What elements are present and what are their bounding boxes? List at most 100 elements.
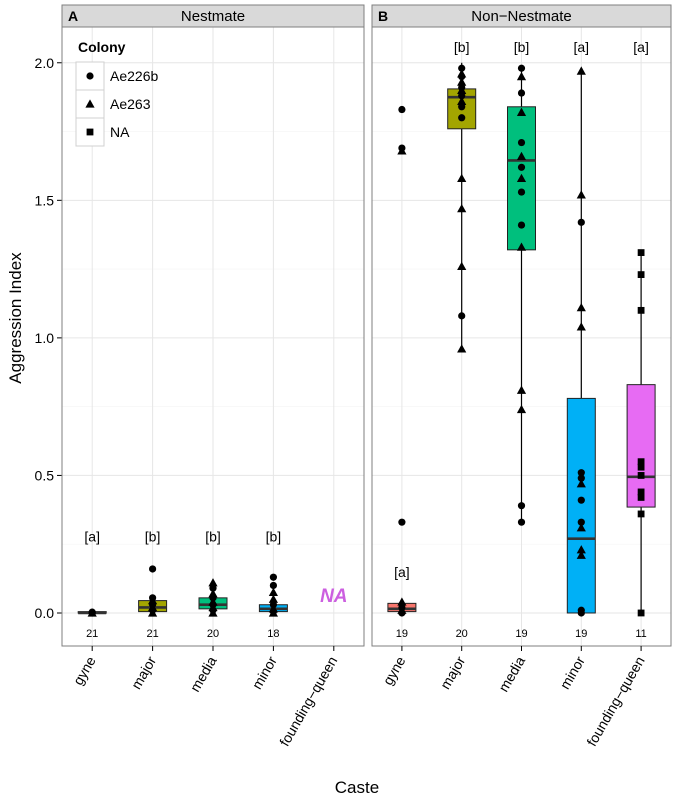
- data-point-circle: [458, 103, 466, 111]
- sample-count: 20: [456, 628, 468, 640]
- x-tick-label: media: [495, 653, 528, 694]
- panel-title: Nestmate: [181, 8, 245, 25]
- data-point-circle: [517, 64, 526, 72]
- data-point-triangle: [457, 96, 467, 105]
- data-point-triangle: [516, 173, 527, 182]
- box-body: [566, 397, 596, 614]
- significance-label: [b]: [145, 528, 161, 544]
- data-point-circle: [88, 608, 96, 616]
- data-point-square: [637, 306, 645, 314]
- data-point-circle: [398, 609, 406, 617]
- data-point-triangle: [576, 550, 586, 559]
- data-point-triangle: [576, 66, 586, 75]
- data-point-square: [637, 510, 645, 518]
- data-point-circle: [517, 138, 526, 147]
- sample-count: 20: [207, 628, 219, 640]
- data-point-square: [637, 494, 645, 501]
- data-point-triangle: [208, 578, 218, 587]
- box-gyne: [387, 105, 417, 617]
- y-tick-label: 1.0: [35, 330, 55, 346]
- significance-label: [b]: [266, 528, 282, 544]
- data-point-square: [637, 249, 645, 256]
- legend-title: Colony: [78, 39, 126, 55]
- sample-count: 21: [86, 628, 98, 640]
- data-point-square: [637, 472, 645, 479]
- x-tick-label: minor: [249, 653, 281, 692]
- data-point-circle: [458, 72, 466, 81]
- significance-label: [a]: [394, 564, 410, 580]
- significance-label: [a]: [84, 528, 100, 544]
- data-point-triangle: [268, 594, 278, 603]
- legend-label: NA: [110, 124, 130, 140]
- x-axis-label: Caste: [335, 778, 379, 797]
- data-point-circle: [517, 89, 526, 97]
- data-point-triangle: [457, 203, 467, 213]
- legend-marker-triangle: [85, 99, 95, 108]
- box-gyne: [77, 608, 107, 617]
- data-point-triangle: [576, 545, 586, 554]
- data-point-square: [637, 463, 645, 471]
- data-point-circle: [517, 502, 526, 510]
- data-point-triangle: [576, 523, 586, 532]
- data-point-square: [637, 488, 645, 496]
- legend-entry: Ae263: [75, 89, 151, 119]
- data-point-triangle: [148, 608, 158, 617]
- sample-count: 19: [396, 628, 408, 640]
- legend-label: Ae263: [110, 96, 151, 112]
- significance-label: [b]: [454, 39, 470, 55]
- facet-panel-a: A Nestmate [a] [b] [b] [b] 21 21 20 18 NA gyne major…: [61, 4, 365, 749]
- data-point-circle: [269, 581, 277, 590]
- box-major: [447, 62, 477, 353]
- x-tick-label: major: [128, 653, 160, 692]
- data-point-circle: [517, 221, 526, 229]
- legend-label: Ae226b: [110, 68, 158, 84]
- data-point-triangle: [576, 303, 586, 312]
- box-major: [138, 565, 168, 617]
- x-tick-label: founding−queen: [583, 654, 647, 749]
- data-point-triangle: [516, 385, 527, 394]
- data-point-circle: [458, 64, 466, 72]
- significance-label: [b]: [205, 528, 221, 544]
- data-point-circle: [517, 188, 526, 196]
- x-tick-label: founding−queen: [276, 654, 340, 749]
- data-point-triangle: [576, 190, 586, 199]
- data-point-circle: [517, 163, 526, 171]
- box-minor: [258, 573, 288, 617]
- data-point-square: [637, 609, 645, 617]
- box-minor: [566, 66, 596, 617]
- data-point-triangle: [516, 404, 527, 414]
- box-body: [626, 384, 656, 508]
- data-point-triangle: [576, 479, 586, 488]
- na-label: NA: [320, 586, 347, 607]
- sample-count: 11: [635, 628, 646, 640]
- significance-label: [a]: [633, 39, 649, 55]
- significance-label: [a]: [574, 39, 590, 55]
- data-point-triangle: [457, 85, 467, 94]
- legend-entry: Ae226b: [75, 61, 158, 91]
- box-media: [198, 578, 228, 617]
- panel-tag: B: [378, 8, 388, 24]
- data-point-triangle: [516, 151, 527, 160]
- facet-panel-b: B Non−Nestmate[a][b] [b] [a] [a]19 20 19 19 11gy…: [371, 4, 672, 749]
- data-point-circle: [269, 573, 277, 581]
- y-tick-label: 0.5: [35, 467, 55, 483]
- x-tick-label: media: [187, 653, 220, 694]
- data-point-circle: [398, 105, 406, 114]
- data-point-triangle: [576, 322, 586, 331]
- sample-count: 19: [575, 628, 587, 640]
- legend-marker-circle: [86, 72, 94, 80]
- data-point-circle: [458, 92, 466, 100]
- data-point-circle: [209, 584, 217, 592]
- box-media: [507, 64, 536, 526]
- significance-label: [b]: [514, 39, 530, 55]
- panel-title: Non−Nestmate: [471, 8, 571, 25]
- x-tick-label: minor: [557, 653, 589, 692]
- y-tick-label: 2.0: [35, 55, 55, 71]
- data-point-triangle: [516, 107, 527, 116]
- y-tick-label: 0.0: [35, 605, 55, 621]
- box-founding-queen: [626, 249, 656, 617]
- data-point-triangle: [397, 597, 407, 606]
- data-point-triangle: [457, 173, 467, 182]
- data-point-circle: [577, 474, 585, 482]
- data-point-triangle: [397, 146, 407, 155]
